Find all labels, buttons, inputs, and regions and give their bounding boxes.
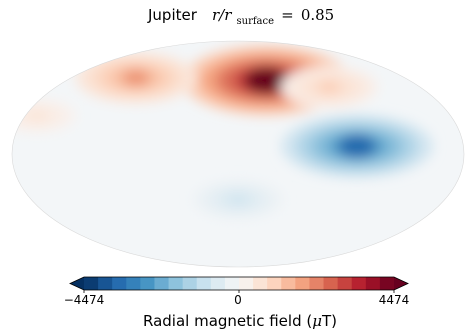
colorbar-segment xyxy=(253,277,268,290)
colorbar-segment xyxy=(379,277,395,290)
colorbar-segment xyxy=(196,277,212,290)
colorbar-segment xyxy=(84,277,99,290)
chart-title: Jupiter r/r surface = 0.85 xyxy=(147,5,334,28)
colorbar-segment xyxy=(239,277,254,290)
colorbar-segment xyxy=(351,277,367,290)
colorbar-tick-zero: 0 xyxy=(234,293,242,307)
colorbar-segment xyxy=(112,277,127,290)
colorbar-segment xyxy=(337,277,353,290)
map-outline xyxy=(11,40,465,268)
title-subscript: surface xyxy=(237,16,275,27)
title-planet: Jupiter xyxy=(147,6,198,24)
colorbar-segment xyxy=(323,277,339,290)
field-feature-1 xyxy=(75,52,197,104)
colorbar-segment xyxy=(140,277,155,290)
field-layer xyxy=(12,45,433,220)
title-variable: r/r xyxy=(212,6,232,24)
colorbar-segment xyxy=(365,277,381,290)
colorbar-segment xyxy=(126,277,141,290)
colorbar-segment xyxy=(224,277,240,290)
colorbar-segment xyxy=(168,277,184,290)
colorbar-extend-min xyxy=(70,277,84,290)
colorbar-label-suffix: T) xyxy=(321,312,337,330)
field-feature-5 xyxy=(192,180,284,220)
title-value: 0.85 xyxy=(301,6,334,24)
colorbar-label: Radial magnetic field (μT) xyxy=(143,312,337,330)
colorbar-segment xyxy=(154,277,170,290)
colorbar-label-mu: μ xyxy=(312,312,322,330)
field-core xyxy=(319,80,340,94)
field-core xyxy=(244,66,289,95)
colorbar-label-prefix: Radial magnetic field ( xyxy=(143,312,312,330)
colorbar-tick-min: −4474 xyxy=(64,293,105,307)
field-feature-2 xyxy=(280,66,378,108)
colorbar-segment xyxy=(309,277,325,290)
colorbar-segment xyxy=(281,277,296,290)
field-core xyxy=(29,110,46,122)
colorbar-segment xyxy=(98,277,113,290)
colorbar-tick-max: 4474 xyxy=(379,293,410,307)
title-equals: = xyxy=(281,6,294,24)
colorbar-extend-max xyxy=(394,277,408,290)
field-feature-3 xyxy=(281,114,433,179)
mollweide-map xyxy=(12,41,464,267)
colorbar-segment xyxy=(295,277,310,290)
colorbar xyxy=(69,276,409,293)
field-feature-4 xyxy=(12,98,77,134)
colorbar-segment xyxy=(182,277,198,290)
field-core xyxy=(338,134,376,159)
field-core xyxy=(228,193,248,206)
field-core xyxy=(122,69,150,87)
colorbar-segment xyxy=(267,277,282,290)
colorbar-segment xyxy=(210,277,226,290)
